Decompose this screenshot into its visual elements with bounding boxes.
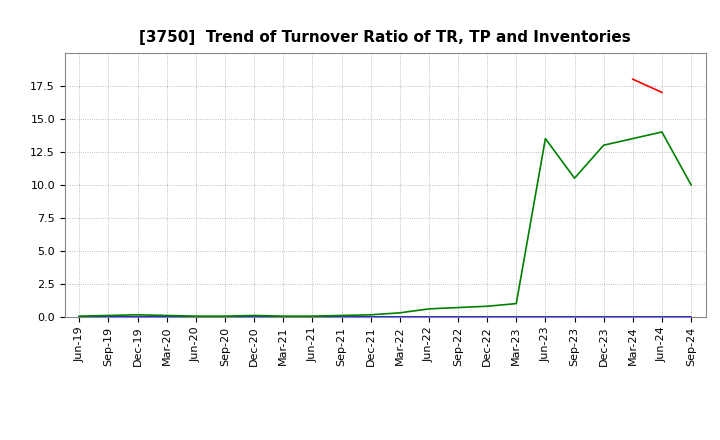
- Title: [3750]  Trend of Turnover Ratio of TR, TP and Inventories: [3750] Trend of Turnover Ratio of TR, TP…: [140, 29, 631, 45]
